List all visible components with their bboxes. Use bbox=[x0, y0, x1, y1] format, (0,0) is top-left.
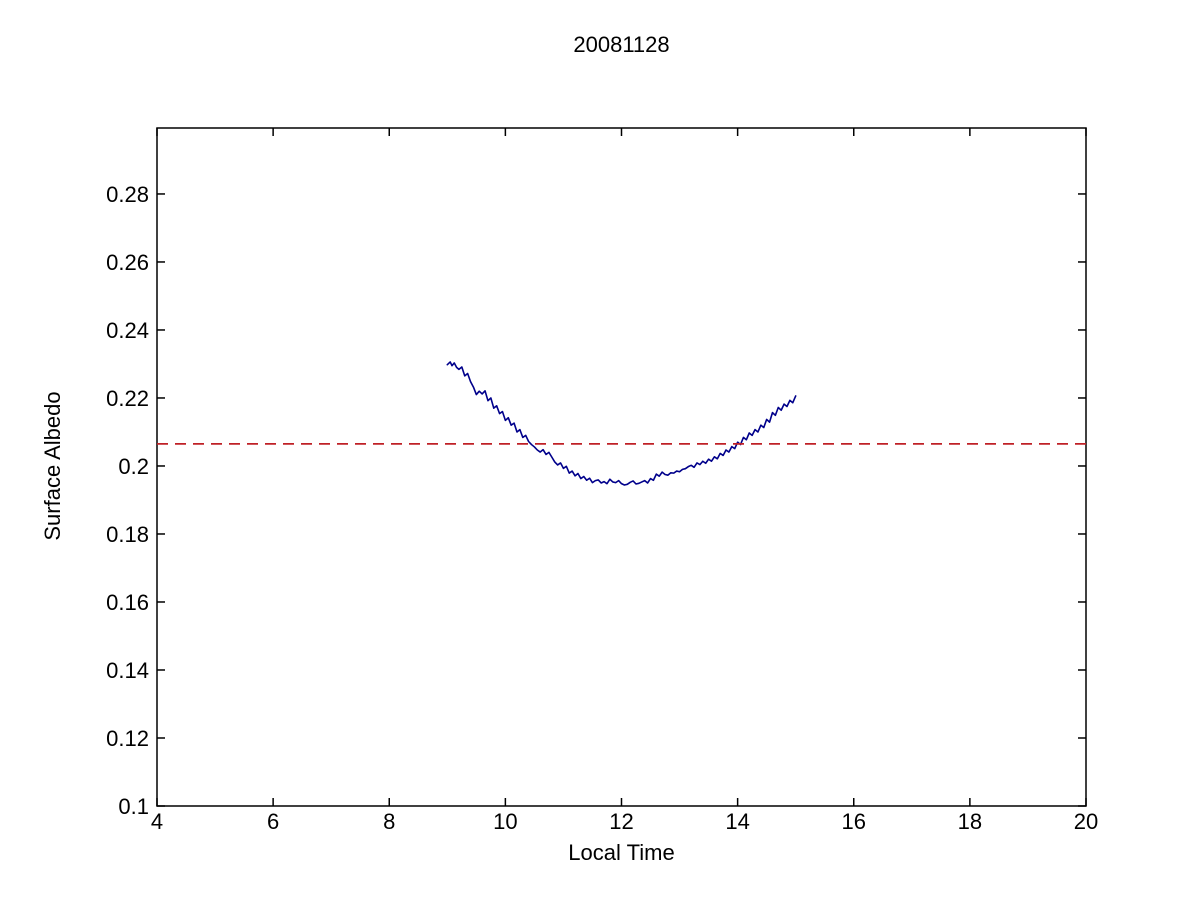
y-tick-label: 0.28 bbox=[106, 182, 149, 207]
x-tick-label: 18 bbox=[958, 809, 982, 834]
surface-albedo-diurnal-line bbox=[446, 361, 797, 486]
y-tick-label: 0.2 bbox=[118, 454, 149, 479]
y-tick-label: 0.1 bbox=[118, 794, 149, 819]
y-axis-label: Surface Albedo bbox=[40, 391, 65, 541]
x-tick-label: 20 bbox=[1074, 809, 1098, 834]
x-tick-label: 8 bbox=[383, 809, 395, 834]
y-tick-label: 0.22 bbox=[106, 386, 149, 411]
x-axis-label: Local Time bbox=[568, 840, 675, 865]
x-tick-label: 10 bbox=[493, 809, 517, 834]
x-tick-label: 6 bbox=[267, 809, 279, 834]
x-tick-label: 4 bbox=[151, 809, 163, 834]
y-tick-label: 0.24 bbox=[106, 318, 149, 343]
y-tick-label: 0.14 bbox=[106, 658, 149, 683]
y-tick-label: 0.18 bbox=[106, 522, 149, 547]
y-tick-label: 0.12 bbox=[106, 726, 149, 751]
chart-title: 20081128 bbox=[573, 32, 670, 57]
plot-box bbox=[156, 127, 1087, 807]
y-tick-label: 0.16 bbox=[106, 590, 149, 615]
y-tick-label: 0.26 bbox=[106, 250, 149, 275]
x-tick-label: 16 bbox=[842, 809, 866, 834]
x-tick-label: 12 bbox=[609, 809, 633, 834]
x-tick-label: 14 bbox=[725, 809, 749, 834]
